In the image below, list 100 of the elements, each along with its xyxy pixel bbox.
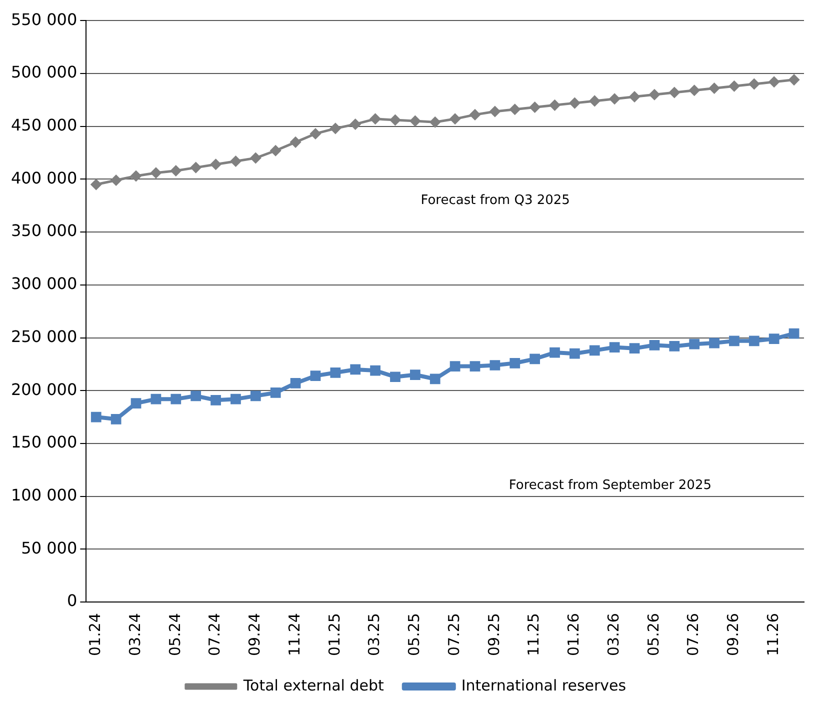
point	[728, 80, 740, 92]
point	[110, 174, 122, 186]
y-tick-label: 550 000	[10, 10, 78, 29]
point	[768, 334, 780, 344]
point	[669, 341, 680, 352]
point	[290, 136, 301, 148]
point	[709, 83, 720, 94]
point	[589, 345, 600, 356]
x-tick-label: 07.25	[444, 613, 463, 656]
point	[130, 170, 142, 182]
point	[470, 109, 480, 120]
point	[150, 394, 162, 404]
x-tick-label: 01.24	[86, 613, 104, 656]
y-tick-label: 100 000	[10, 485, 78, 504]
point	[550, 347, 560, 358]
point	[270, 145, 281, 156]
point	[150, 168, 162, 178]
point	[550, 100, 560, 110]
point	[210, 159, 222, 170]
point	[330, 367, 341, 378]
y-tick-label: 400 000	[10, 168, 78, 188]
x-tick-label: 09.25	[484, 613, 503, 656]
point	[589, 96, 600, 106]
x-tick-label: 03.25	[365, 613, 384, 656]
point	[390, 114, 400, 126]
point	[669, 87, 680, 98]
point	[90, 412, 102, 422]
x-tick-label: 09.26	[724, 613, 742, 656]
point	[450, 114, 460, 124]
point	[570, 348, 580, 359]
point	[768, 76, 780, 88]
point	[350, 118, 361, 130]
x-tick-label: 07.26	[684, 613, 702, 656]
y-tick-label: 350 000	[10, 221, 78, 240]
x-tick-label: 01.26	[564, 613, 583, 656]
point	[649, 89, 660, 100]
point	[170, 165, 182, 176]
x-tick-label: 01.25	[325, 613, 344, 656]
point	[689, 85, 700, 96]
x-tick-label: 05.26	[644, 613, 662, 656]
point	[490, 106, 500, 117]
point	[350, 364, 361, 375]
y-tick-label: 150 000	[10, 432, 78, 452]
point	[370, 114, 381, 124]
point	[490, 360, 500, 370]
y-tick-label: 250 000	[10, 326, 78, 346]
point	[649, 340, 660, 350]
point	[230, 156, 241, 166]
annotation: Forecast from September 2025	[508, 478, 712, 494]
point	[170, 394, 182, 404]
point	[510, 104, 520, 115]
x-tick-label: 05.24	[166, 613, 184, 656]
x-tick-label: 11.26	[764, 613, 782, 656]
point	[430, 116, 440, 128]
point	[729, 336, 740, 346]
point	[569, 98, 580, 108]
annotation: Forecast from Q3 2025	[420, 193, 570, 208]
point	[609, 94, 620, 104]
point	[748, 78, 760, 90]
point	[190, 390, 202, 402]
point	[230, 394, 241, 404]
x-tick-label: 09.24	[246, 613, 264, 656]
point	[290, 378, 301, 388]
point	[450, 361, 460, 372]
legend-label: Total external debt	[242, 676, 384, 694]
y-tick-label: 300 000	[10, 274, 78, 294]
point	[629, 91, 640, 102]
x-tick-label: 03.24	[126, 613, 144, 656]
y-tick-label: 0	[66, 591, 78, 610]
point	[788, 74, 800, 86]
point	[330, 123, 341, 134]
x-tick-label: 11.24	[285, 613, 304, 656]
x-tick-label: 05.25	[405, 613, 424, 656]
point	[609, 342, 620, 352]
point	[130, 398, 142, 408]
point	[410, 116, 420, 126]
point	[310, 128, 321, 139]
y-tick-label: 450 000	[10, 115, 78, 134]
point	[709, 338, 720, 348]
point	[410, 370, 420, 380]
point	[110, 414, 122, 424]
point	[90, 179, 102, 190]
point	[250, 390, 261, 402]
y-tick-label: 50 000	[21, 538, 78, 558]
point	[470, 361, 480, 372]
y-tick-label: 500 000	[10, 62, 78, 82]
point	[390, 372, 400, 382]
point	[689, 338, 700, 350]
point	[430, 374, 440, 384]
point	[788, 328, 800, 339]
legend-label: International reserves	[461, 676, 626, 694]
point	[250, 152, 261, 164]
x-tick-label: 11.25	[524, 613, 543, 656]
y-tick-label: 200 000	[10, 380, 78, 399]
point	[510, 358, 520, 368]
point	[370, 365, 380, 376]
x-tick-label: 03.26	[604, 613, 622, 656]
point	[629, 343, 640, 354]
point	[748, 336, 760, 346]
point	[210, 394, 221, 406]
